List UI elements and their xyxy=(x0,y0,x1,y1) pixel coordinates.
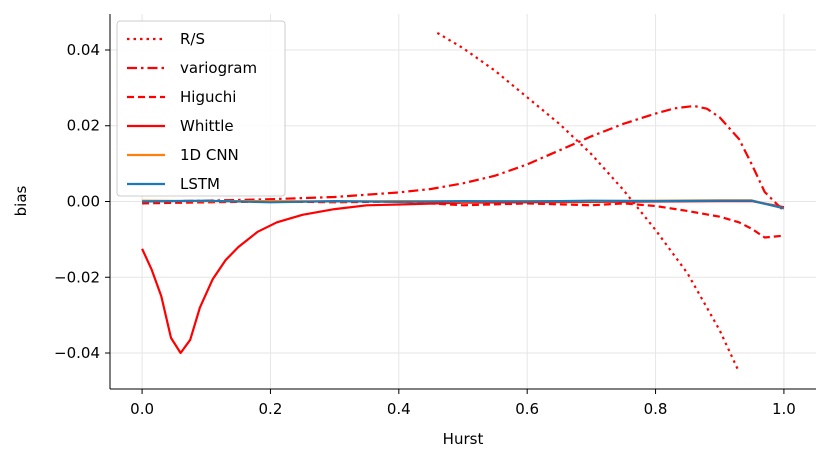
series-line-5 xyxy=(142,199,785,210)
x-axis-ticks: 0.0 0.2 0.4 0.6 0.8 1.0 xyxy=(130,389,796,418)
y-axis-ticks: −0.04 −0.02 0.00 0.02 0.04 xyxy=(54,41,110,362)
legend-label-3: Whittle xyxy=(180,117,234,135)
series-line-0 xyxy=(436,31,740,373)
x-tick-label: 1.0 xyxy=(772,400,796,418)
y-axis-label: bias xyxy=(12,185,30,216)
legend-label-2: Higuchi xyxy=(180,88,236,106)
legend-frame xyxy=(116,20,286,197)
legend: R/S variogram Higuchi Whittle 1D CNN LSTM xyxy=(116,20,286,197)
x-axis-label: Hurst xyxy=(443,430,484,448)
legend-label-0: R/S xyxy=(180,30,205,48)
x-tick-label: 0.4 xyxy=(387,400,411,418)
x-tick-label: 0.2 xyxy=(259,400,283,418)
y-tick-label: 0.00 xyxy=(67,193,100,211)
series-line-1 xyxy=(142,104,785,212)
legend-label-5: LSTM xyxy=(180,175,220,193)
y-tick-label: 0.04 xyxy=(67,41,100,59)
x-tick-label: 0.8 xyxy=(644,400,668,418)
y-tick-label: 0.02 xyxy=(67,117,100,135)
series-line-2 xyxy=(142,200,785,239)
series-layer xyxy=(141,31,785,373)
legend-label-4: 1D CNN xyxy=(180,146,239,164)
y-tick-label: −0.02 xyxy=(54,268,100,286)
x-tick-label: 0.6 xyxy=(515,400,539,418)
y-tick-label: −0.04 xyxy=(54,344,100,362)
x-tick-label: 0.0 xyxy=(130,400,154,418)
legend-label-1: variogram xyxy=(180,59,257,77)
